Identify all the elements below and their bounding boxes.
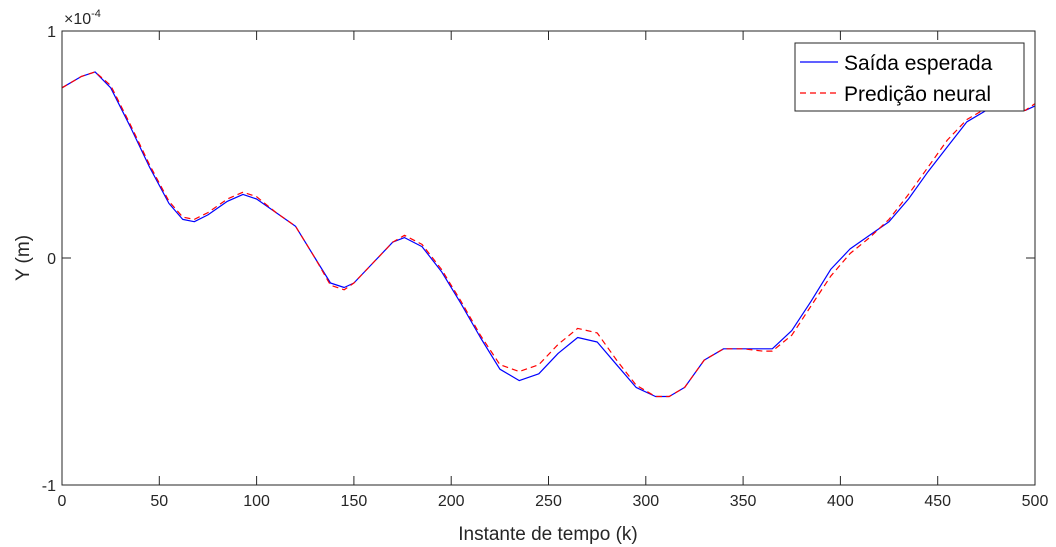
x-axis-ticks: 0 50 100 150 200 250 300 350 400 450 500 <box>58 31 1049 510</box>
x-tick-label: 150 <box>341 493 368 510</box>
legend-box <box>794 42 1025 112</box>
y-tick-label: 0 <box>47 251 56 268</box>
x-tick-label: 200 <box>438 493 465 510</box>
x-tick-label: 300 <box>632 493 659 510</box>
y-axis-label: Y (m) <box>13 235 34 281</box>
x-tick-label: 350 <box>730 493 757 510</box>
y-exponent-power: -4 <box>91 8 101 20</box>
x-axis-label: Instante de tempo (k) <box>458 524 638 545</box>
series-line-neural <box>61 71 1036 398</box>
y-tick-label: -1 <box>42 478 56 495</box>
x-tick-label: 250 <box>535 493 562 510</box>
x-tick-label: 400 <box>827 493 854 510</box>
legend-label-neural: Predição neural <box>844 83 991 106</box>
legend: Saída esperada Predição neural <box>794 42 1025 112</box>
x-tick-label: 50 <box>150 493 168 510</box>
series-line-expected <box>61 71 1036 398</box>
x-tick-label: 450 <box>924 493 951 510</box>
x-tick-label: 100 <box>243 493 270 510</box>
y-axis-ticks: 1 0 -1 <box>42 24 1035 495</box>
x-tick-label: 0 <box>58 493 67 510</box>
x-tick-label: 500 <box>1022 493 1049 510</box>
y-tick-label: 1 <box>47 24 56 41</box>
series-layer <box>61 71 1036 398</box>
legend-label-expected: Saída esperada <box>844 52 993 75</box>
y-exponent-label: ×10-4 <box>64 8 101 28</box>
